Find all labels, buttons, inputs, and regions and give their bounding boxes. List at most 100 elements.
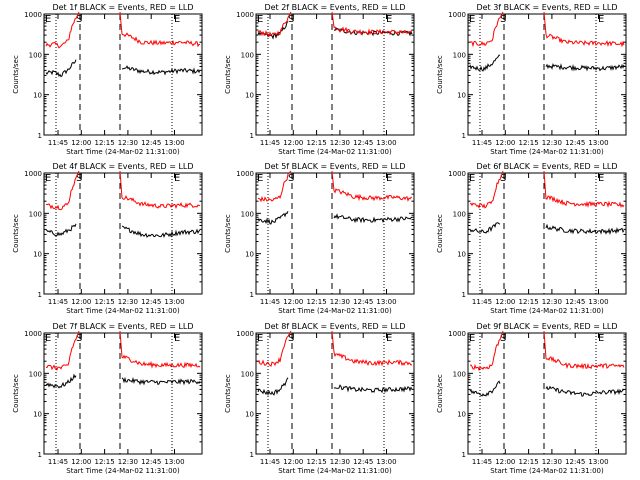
x-tick-label: 12:30: [542, 458, 562, 466]
y-tick-label: 1000: [448, 11, 466, 19]
chart-panel-3: Det 3f BLACK = Events, RED = LLD 1 10 100 10…: [436, 3, 627, 156]
x-tick-label: 11:45: [48, 139, 68, 147]
y-tick-label: 10: [245, 92, 254, 100]
lld-series-before: [257, 170, 292, 203]
y-tick-label: 10: [33, 92, 42, 100]
lld-series-after: [331, 11, 413, 36]
plot-frame: [467, 172, 627, 295]
chart-title: Det 7f BLACK = Events, RED = LLD: [52, 322, 193, 331]
marker-label: S: [500, 333, 506, 344]
x-tick-label: 12:00: [71, 139, 91, 147]
marker-label: S: [76, 333, 82, 344]
marker-label: E: [45, 333, 51, 344]
events-series-after: [121, 225, 201, 238]
y-axis-label: Counts/sec: [12, 55, 20, 94]
events-series-after: [545, 63, 625, 72]
marker-label: E: [386, 14, 392, 25]
x-tick-label: 12:45: [353, 139, 373, 147]
x-tick-label: 11:45: [260, 139, 280, 147]
marker-label: E: [174, 14, 180, 25]
chart-title: Det 2f BLACK = Events, RED = LLD: [264, 3, 405, 12]
x-tick-label: 12:00: [495, 298, 515, 306]
events-series-after: [545, 223, 625, 236]
y-tick-label: 1: [462, 291, 466, 299]
marker-label: S: [500, 14, 506, 25]
y-tick-label: 100: [29, 51, 42, 59]
x-tick-label: 13:00: [588, 298, 608, 306]
marker-label: E: [45, 14, 51, 25]
y-tick-label: 10: [457, 411, 466, 419]
chart-title: Det 8f BLACK = Events, RED = LLD: [264, 322, 405, 331]
x-tick-label: 12:30: [330, 458, 350, 466]
events-series-after: [333, 213, 413, 224]
x-axis-label: Start Time (24-Mar-02 11:31:00): [278, 307, 392, 315]
y-tick-label: 1000: [448, 330, 466, 338]
marker-label: E: [45, 173, 51, 184]
y-tick-label: 100: [241, 51, 254, 59]
x-tick-label: 12:15: [307, 458, 327, 466]
chart-panel-4: Det 4f BLACK = Events, RED = LLD 1 10 100 10…: [12, 162, 203, 315]
lld-series-before: [45, 11, 80, 49]
y-axis-label: Counts/sec: [436, 374, 444, 413]
y-tick-label: 1000: [236, 170, 254, 178]
x-axis-label: Start Time (24-Mar-02 11:31:00): [490, 307, 604, 315]
x-axis-label: Start Time (24-Mar-02 11:31:00): [490, 467, 604, 475]
y-tick-label: 10: [245, 411, 254, 419]
chart-panel-1: Det 1f BLACK = Events, RED = LLD 1 10 100 10…: [12, 3, 203, 156]
marker-label: E: [386, 173, 392, 184]
marker-label: E: [257, 14, 263, 25]
y-tick-label: 1: [462, 451, 466, 459]
lld-series-before: [469, 11, 504, 48]
x-tick-label: 12:00: [495, 458, 515, 466]
x-tick-label: 12:30: [542, 298, 562, 306]
x-tick-label: 12:30: [330, 139, 350, 147]
marker-label: E: [174, 333, 180, 344]
x-tick-label: 13:00: [376, 139, 396, 147]
marker-label: E: [257, 173, 263, 184]
chart-title: Det 6f BLACK = Events, RED = LLD: [476, 162, 617, 171]
y-tick-label: 1: [250, 132, 254, 140]
lld-series-after: [331, 330, 413, 367]
x-tick-label: 12:15: [307, 139, 327, 147]
y-axis-label: Counts/sec: [12, 214, 20, 253]
x-tick-label: 12:00: [283, 298, 303, 306]
y-tick-label: 100: [453, 210, 466, 218]
marker-label: E: [386, 333, 392, 344]
y-axis-label: Counts/sec: [224, 55, 232, 94]
plot-frame: [255, 332, 415, 455]
y-tick-label: 1000: [24, 330, 42, 338]
lld-series-before: [257, 330, 292, 367]
x-tick-label: 12:45: [141, 298, 161, 306]
x-tick-label: 11:45: [260, 298, 280, 306]
y-tick-label: 1: [38, 291, 42, 299]
x-tick-label: 12:15: [519, 298, 539, 306]
chart-title: Det 9f BLACK = Events, RED = LLD: [476, 322, 617, 331]
x-axis-label: Start Time (24-Mar-02 11:31:00): [66, 467, 180, 475]
y-axis-label: Counts/sec: [436, 55, 444, 94]
events-series-before: [45, 59, 77, 78]
x-tick-label: 11:45: [472, 139, 492, 147]
marker-label: S: [76, 14, 82, 25]
plot-frame: [255, 172, 415, 295]
y-tick-label: 1: [38, 132, 42, 140]
y-tick-label: 10: [33, 251, 42, 259]
events-series-before: [257, 377, 289, 396]
x-tick-label: 12:15: [519, 458, 539, 466]
marker-label: E: [174, 173, 180, 184]
x-tick-label: 12:00: [495, 139, 515, 147]
lld-series-after: [119, 170, 201, 210]
y-tick-label: 10: [33, 411, 42, 419]
events-series-before: [257, 210, 289, 225]
chart-panel-2: Det 2f BLACK = Events, RED = LLD 1 10 100 10…: [224, 3, 415, 156]
chart-panel-7: Det 7f BLACK = Events, RED = LLD 1 10 100 10…: [12, 322, 203, 475]
x-axis-label: Start Time (24-Mar-02 11:31:00): [278, 148, 392, 156]
events-series-before: [469, 222, 501, 234]
y-tick-label: 100: [29, 370, 42, 378]
lld-series-before: [45, 170, 80, 211]
lld-series-before: [45, 330, 80, 371]
y-tick-label: 1: [38, 451, 42, 459]
y-axis-label: Counts/sec: [224, 214, 232, 253]
plot-frame: [43, 332, 203, 455]
x-tick-label: 11:45: [472, 458, 492, 466]
